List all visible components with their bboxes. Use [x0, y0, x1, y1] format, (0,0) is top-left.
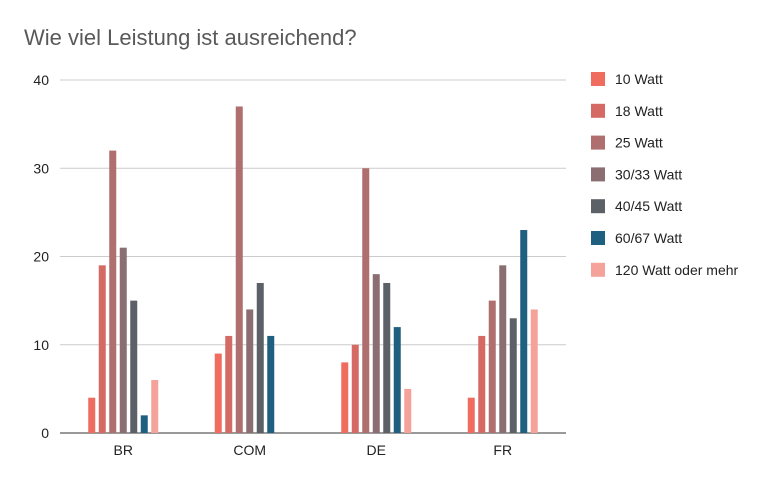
- bar-DE-60-67-watt: [393, 327, 401, 433]
- bar-BR-120-watt-oder-mehr: [151, 380, 159, 433]
- bar-BR-10-watt: [88, 397, 96, 433]
- legend-swatch: [591, 72, 605, 86]
- y-tick-label: 30: [33, 160, 49, 176]
- legend-label: 40/45 Watt: [615, 198, 682, 214]
- legend-label: 30/33 Watt: [615, 166, 682, 182]
- bar-BR-30-33-watt: [119, 247, 127, 433]
- bar-BR-18-watt: [98, 265, 106, 433]
- bar-DE-10-watt: [341, 362, 349, 433]
- x-tick-label: COM: [233, 442, 266, 458]
- bar-FR-25-watt: [488, 300, 496, 433]
- x-tick-label: BR: [114, 442, 133, 458]
- legend-label: 60/67 Watt: [615, 230, 682, 246]
- x-axis-ticks: BR COM DE FR: [114, 442, 513, 458]
- bars: [88, 106, 538, 433]
- legend-swatch: [591, 167, 605, 182]
- legend-swatch: [591, 262, 605, 277]
- legend-label: 120 Watt oder mehr: [615, 262, 739, 278]
- chart-title: Wie viel Leistung ist ausreichend?: [24, 25, 357, 50]
- legend-swatch: [591, 103, 605, 118]
- bar-COM-25-watt: [235, 106, 243, 433]
- bar-DE-30-33-watt: [372, 274, 380, 433]
- legend-swatch: [591, 199, 605, 214]
- bar-COM-18-watt: [225, 335, 233, 433]
- bar-BR-25-watt: [109, 150, 117, 433]
- bar-FR-30-33-watt: [499, 265, 507, 433]
- bar-DE-120-watt-oder-mehr: [404, 388, 412, 433]
- bar-DE-18-watt: [351, 344, 359, 433]
- bar-FR-10-watt: [467, 397, 475, 433]
- x-tick-label: DE: [367, 442, 386, 458]
- legend-swatch: [591, 231, 605, 245]
- y-tick-label: 40: [33, 72, 49, 88]
- legend: 10 Watt 18 Watt 25 Watt 30/33 Watt 40/45 Wat…: [591, 71, 739, 278]
- bar-FR-120-watt-oder-mehr: [530, 309, 538, 433]
- bar-COM-30-33-watt: [246, 309, 254, 433]
- bar-FR-40-45-watt: [509, 318, 517, 433]
- bar-FR-18-watt: [478, 335, 486, 433]
- bar-COM-10-watt: [214, 353, 222, 433]
- legend-label: 25 Watt: [615, 135, 663, 151]
- legend-swatch: [591, 135, 605, 150]
- y-tick-label: 20: [33, 249, 49, 265]
- y-axis-ticks: 0 10 20 30 40: [33, 72, 49, 441]
- bar-BR-40-45-watt: [130, 300, 138, 433]
- legend-label: 10 Watt: [615, 71, 663, 87]
- bar-DE-40-45-watt: [383, 282, 391, 433]
- bar-COM-40-45-watt: [256, 282, 264, 433]
- x-tick-label: FR: [493, 442, 512, 458]
- y-tick-label: 10: [33, 337, 49, 353]
- bar-DE-25-watt: [362, 168, 370, 433]
- y-tick-label: 0: [41, 425, 49, 441]
- bar-COM-60-67-watt: [267, 335, 275, 433]
- bar-FR-60-67-watt: [520, 230, 528, 433]
- bar-BR-60-67-watt: [140, 415, 148, 433]
- legend-label: 18 Watt: [615, 103, 663, 119]
